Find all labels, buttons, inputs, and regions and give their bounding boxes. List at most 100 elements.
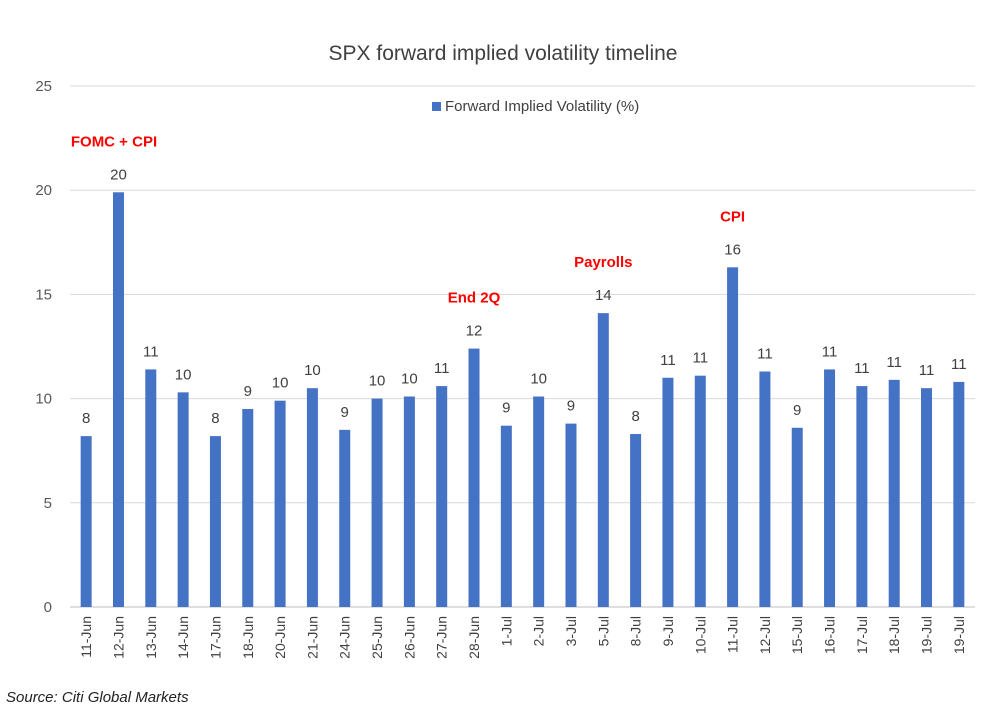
x-tick-label: 3-Jul: [563, 616, 579, 646]
y-tick-label: 25: [35, 78, 52, 95]
bar: [80, 436, 92, 607]
bar-value-label: 10: [272, 375, 289, 392]
y-tick-label: 20: [35, 182, 52, 199]
bar-value-label: 11: [692, 350, 708, 367]
bar: [533, 396, 545, 607]
y-tick-label: 10: [35, 391, 52, 408]
x-tick-label: 18-Jul: [886, 616, 902, 654]
bar: [888, 379, 900, 607]
annotation-label: End 2Q: [448, 290, 501, 307]
x-tick-label: 19-Jul: [951, 616, 967, 654]
bar-value-label: 9: [341, 404, 349, 421]
bar: [112, 192, 124, 607]
annotation-label: CPI: [720, 208, 745, 225]
bar-value-label: 10: [304, 362, 321, 379]
x-tick-label: 17-Jun: [207, 616, 223, 659]
bar-value-label: 9: [793, 402, 801, 419]
bar: [727, 267, 739, 607]
bar: [662, 377, 674, 607]
x-tick-label: 24-Jun: [337, 616, 353, 659]
bar: [436, 386, 448, 607]
annotations: FOMC + CPI End 2Q Payrolls CPI: [71, 133, 745, 306]
x-tick-label: 19-Jul: [919, 616, 935, 654]
chart-title: SPX forward implied volatility timeline: [329, 42, 678, 65]
x-tick-label: 21-Jun: [304, 616, 320, 659]
x-tick-label: 10-Jul: [692, 616, 708, 654]
bar: [500, 425, 512, 607]
bar: [274, 400, 286, 607]
bar-value-label: 8: [631, 408, 639, 425]
y-tick-label: 0: [44, 599, 52, 616]
y-tick-label: 15: [35, 286, 52, 303]
x-tick-label: 27-Jun: [434, 616, 450, 659]
bar-value-label: 9: [244, 383, 252, 400]
x-tick-label: 12-Jun: [110, 616, 126, 659]
bar: [824, 369, 836, 607]
bar-value-label: 20: [110, 166, 127, 183]
bar: [856, 386, 868, 607]
bar: [953, 381, 965, 607]
x-axis: 11-Jun 12-Jun 13-Jun 14-Jun 17-Jun 18-Jun 20-J…: [78, 616, 967, 659]
x-tick-label: 15-Jul: [789, 616, 805, 654]
bar-value-label: 11: [434, 360, 450, 377]
x-tick-label: 26-Jun: [401, 616, 417, 659]
bar-value-label: 11: [822, 343, 838, 360]
bar-value-label: 16: [724, 241, 741, 258]
bar-value-label: 11: [660, 352, 676, 369]
x-tick-label: 18-Jun: [240, 616, 256, 659]
y-axis: 0 5 10 15 20 25: [35, 78, 52, 616]
gridlines: [70, 85, 975, 608]
x-tick-label: 20-Jun: [272, 616, 288, 659]
bar-value-label: 11: [757, 346, 773, 363]
bar-value-label: 11: [854, 360, 870, 377]
bar-value-label: 10: [175, 366, 192, 383]
bar-value-label: 14: [595, 287, 612, 304]
source-note: Source: Citi Global Markets: [6, 689, 189, 706]
x-tick-label: 12-Jul: [757, 616, 773, 654]
x-tick-label: 28-Jun: [466, 616, 482, 659]
bar-value-label: 10: [369, 373, 386, 390]
y-tick-label: 5: [44, 495, 52, 512]
bar-value-label: 8: [82, 410, 90, 427]
x-tick-label: 2-Jul: [531, 616, 547, 646]
x-tick-label: 1-Jul: [498, 616, 514, 646]
data-labels: 8 20 11 10 8 9 10 10 9 10 10 11 12 9 10 9 14 8 11 11 16 11 9 11…: [82, 166, 967, 427]
bar: [371, 398, 383, 607]
bar-value-label: 11: [951, 356, 967, 373]
bar: [791, 427, 803, 607]
bar: [242, 409, 254, 607]
x-tick-label: 5-Jul: [595, 616, 611, 646]
bar-value-label: 11: [143, 343, 159, 360]
bar: [177, 392, 189, 607]
bar: [403, 396, 415, 607]
legend: Forward Implied Volatility (%): [432, 98, 639, 115]
legend-label: Forward Implied Volatility (%): [445, 98, 639, 115]
bar: [306, 388, 318, 607]
x-tick-label: 13-Jun: [143, 616, 159, 659]
bar-value-label: 11: [886, 354, 902, 371]
x-tick-label: 8-Jul: [628, 616, 644, 646]
bar-value-label: 8: [211, 410, 219, 427]
x-tick-label: 16-Jul: [822, 616, 838, 654]
bar: [630, 434, 642, 607]
x-tick-label: 14-Jun: [175, 616, 191, 659]
bar-value-label: 10: [401, 371, 418, 388]
bar: [565, 423, 577, 607]
bar: [145, 369, 157, 607]
bar: [468, 348, 480, 607]
bar-value-label: 9: [567, 398, 575, 415]
legend-swatch: [432, 102, 441, 111]
bar-value-label: 12: [466, 323, 483, 340]
bar: [597, 313, 609, 607]
bar: [759, 371, 771, 607]
bar-value-label: 11: [919, 362, 935, 379]
annotation-label: Payrolls: [574, 254, 632, 271]
bar: [921, 388, 933, 607]
x-tick-label: 11-Jun: [78, 616, 94, 658]
bars: [80, 192, 965, 607]
x-tick-label: 9-Jul: [660, 616, 676, 646]
bar: [209, 436, 221, 607]
x-tick-label: 11-Jul: [725, 616, 741, 653]
bar: [339, 429, 351, 607]
bar-value-label: 10: [530, 371, 547, 388]
